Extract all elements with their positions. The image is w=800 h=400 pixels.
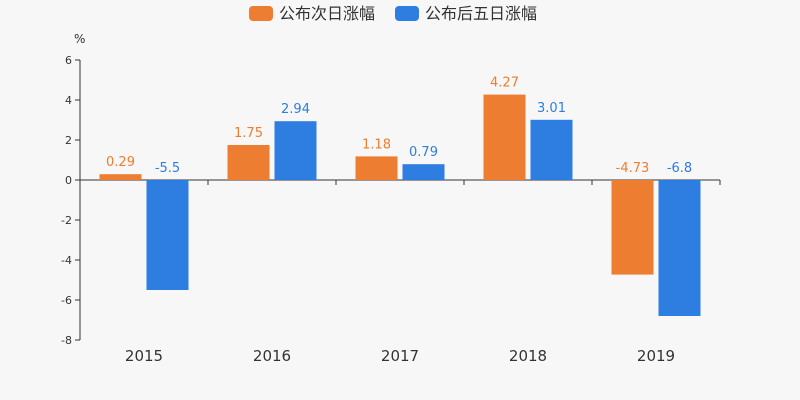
data-label: 2.94	[281, 102, 310, 117]
y-tick-label: 2	[65, 134, 72, 147]
legend-swatch	[249, 6, 273, 21]
y-tick-label: -6	[61, 294, 72, 307]
x-tick-label: 2019	[637, 347, 675, 365]
data-label: 3.01	[537, 101, 566, 116]
bar-five-day	[658, 180, 701, 316]
y-tick-label: -8	[61, 334, 72, 347]
legend: 公布次日涨幅 公布后五日涨幅	[249, 4, 537, 23]
y-tick-label: 0	[65, 174, 72, 187]
bar-next-day	[227, 145, 270, 180]
y-axis-unit: %	[74, 32, 85, 46]
bar-five-day	[146, 180, 189, 290]
bar-next-day	[99, 174, 142, 180]
y-tick-label: -2	[61, 214, 72, 227]
bar-next-day	[611, 180, 654, 275]
legend-label: 公布次日涨幅	[279, 4, 375, 23]
data-label: -4.73	[616, 161, 650, 176]
data-label: 0.79	[409, 145, 438, 160]
bar-next-day	[355, 156, 398, 180]
y-tick-label: 6	[65, 54, 72, 67]
y-tick-label: 4	[65, 94, 72, 107]
data-labels: 0.29 1.75 1.18 4.27 -4.73 -5.5 2.94 0.79 3.01 -6.…	[106, 76, 692, 176]
x-tick-label: 2017	[381, 347, 419, 365]
x-tick-label: 2015	[125, 347, 163, 365]
data-label: 1.75	[234, 126, 263, 141]
bar-next-day	[483, 94, 526, 180]
bar-five-day	[402, 164, 445, 180]
data-label: 1.18	[362, 137, 391, 152]
data-label: -6.8	[667, 161, 692, 176]
bar-five-day	[274, 121, 317, 180]
x-tick-label: 2016	[253, 347, 291, 365]
data-label: -5.5	[155, 161, 180, 176]
y-tick-label: -4	[61, 254, 72, 267]
data-label: 4.27	[490, 76, 519, 91]
legend-label: 公布后五日涨幅	[425, 4, 537, 23]
bar-five-day	[530, 119, 573, 180]
bars	[99, 94, 701, 316]
legend-swatch	[395, 6, 419, 21]
x-tick-label: 2018	[509, 347, 547, 365]
data-label: 0.29	[106, 155, 135, 170]
